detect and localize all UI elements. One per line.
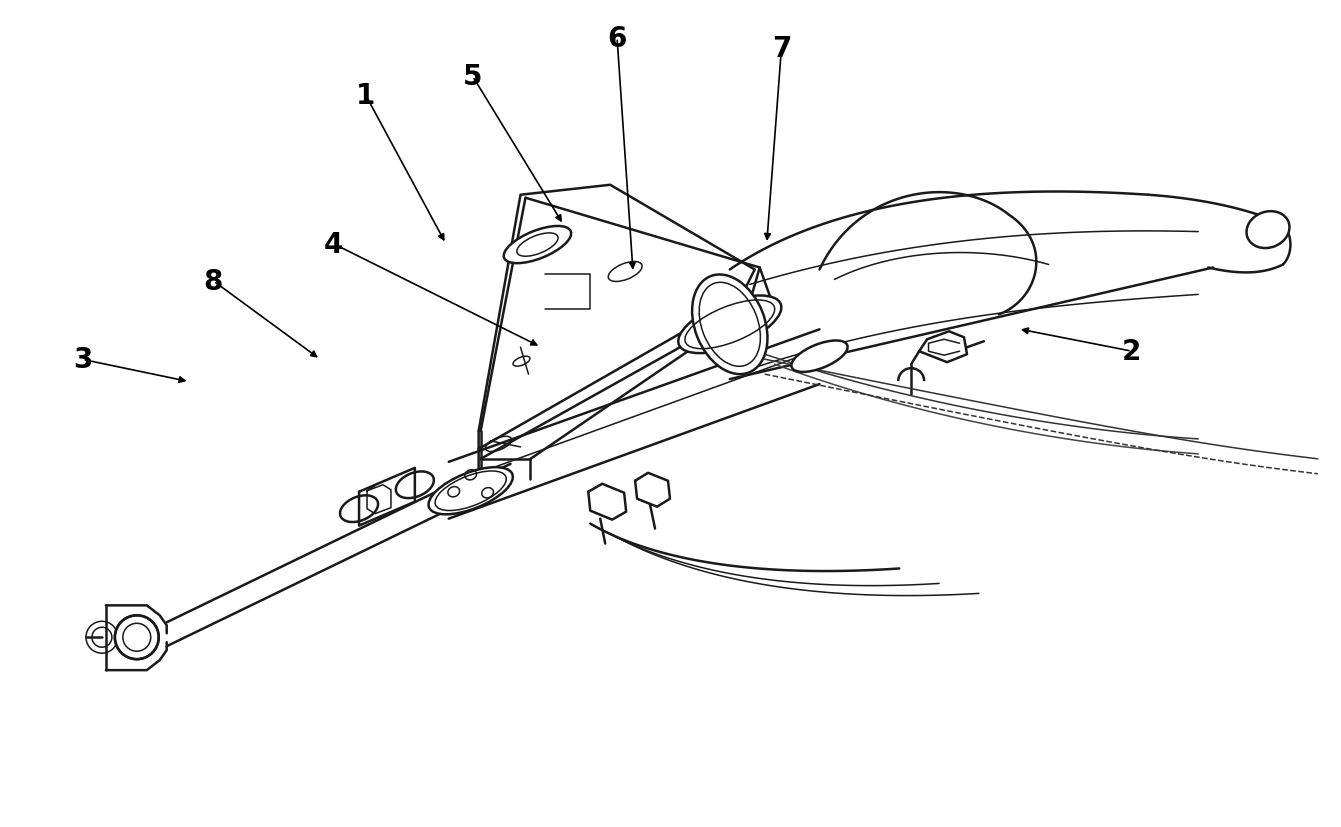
Text: 4: 4 — [325, 231, 343, 259]
Text: 2: 2 — [1122, 337, 1141, 366]
Ellipse shape — [115, 615, 158, 659]
Text: 7: 7 — [771, 36, 791, 63]
Ellipse shape — [504, 227, 571, 264]
Ellipse shape — [679, 296, 782, 354]
Ellipse shape — [609, 262, 642, 282]
Text: 1: 1 — [357, 82, 375, 110]
Text: 6: 6 — [607, 25, 626, 52]
Ellipse shape — [123, 624, 150, 652]
Ellipse shape — [429, 467, 512, 514]
Ellipse shape — [1247, 212, 1290, 249]
Text: 5: 5 — [463, 63, 483, 91]
Text: 3: 3 — [72, 346, 93, 374]
Ellipse shape — [791, 341, 848, 372]
Ellipse shape — [692, 275, 767, 375]
Ellipse shape — [516, 233, 558, 257]
Text: 8: 8 — [204, 268, 223, 295]
